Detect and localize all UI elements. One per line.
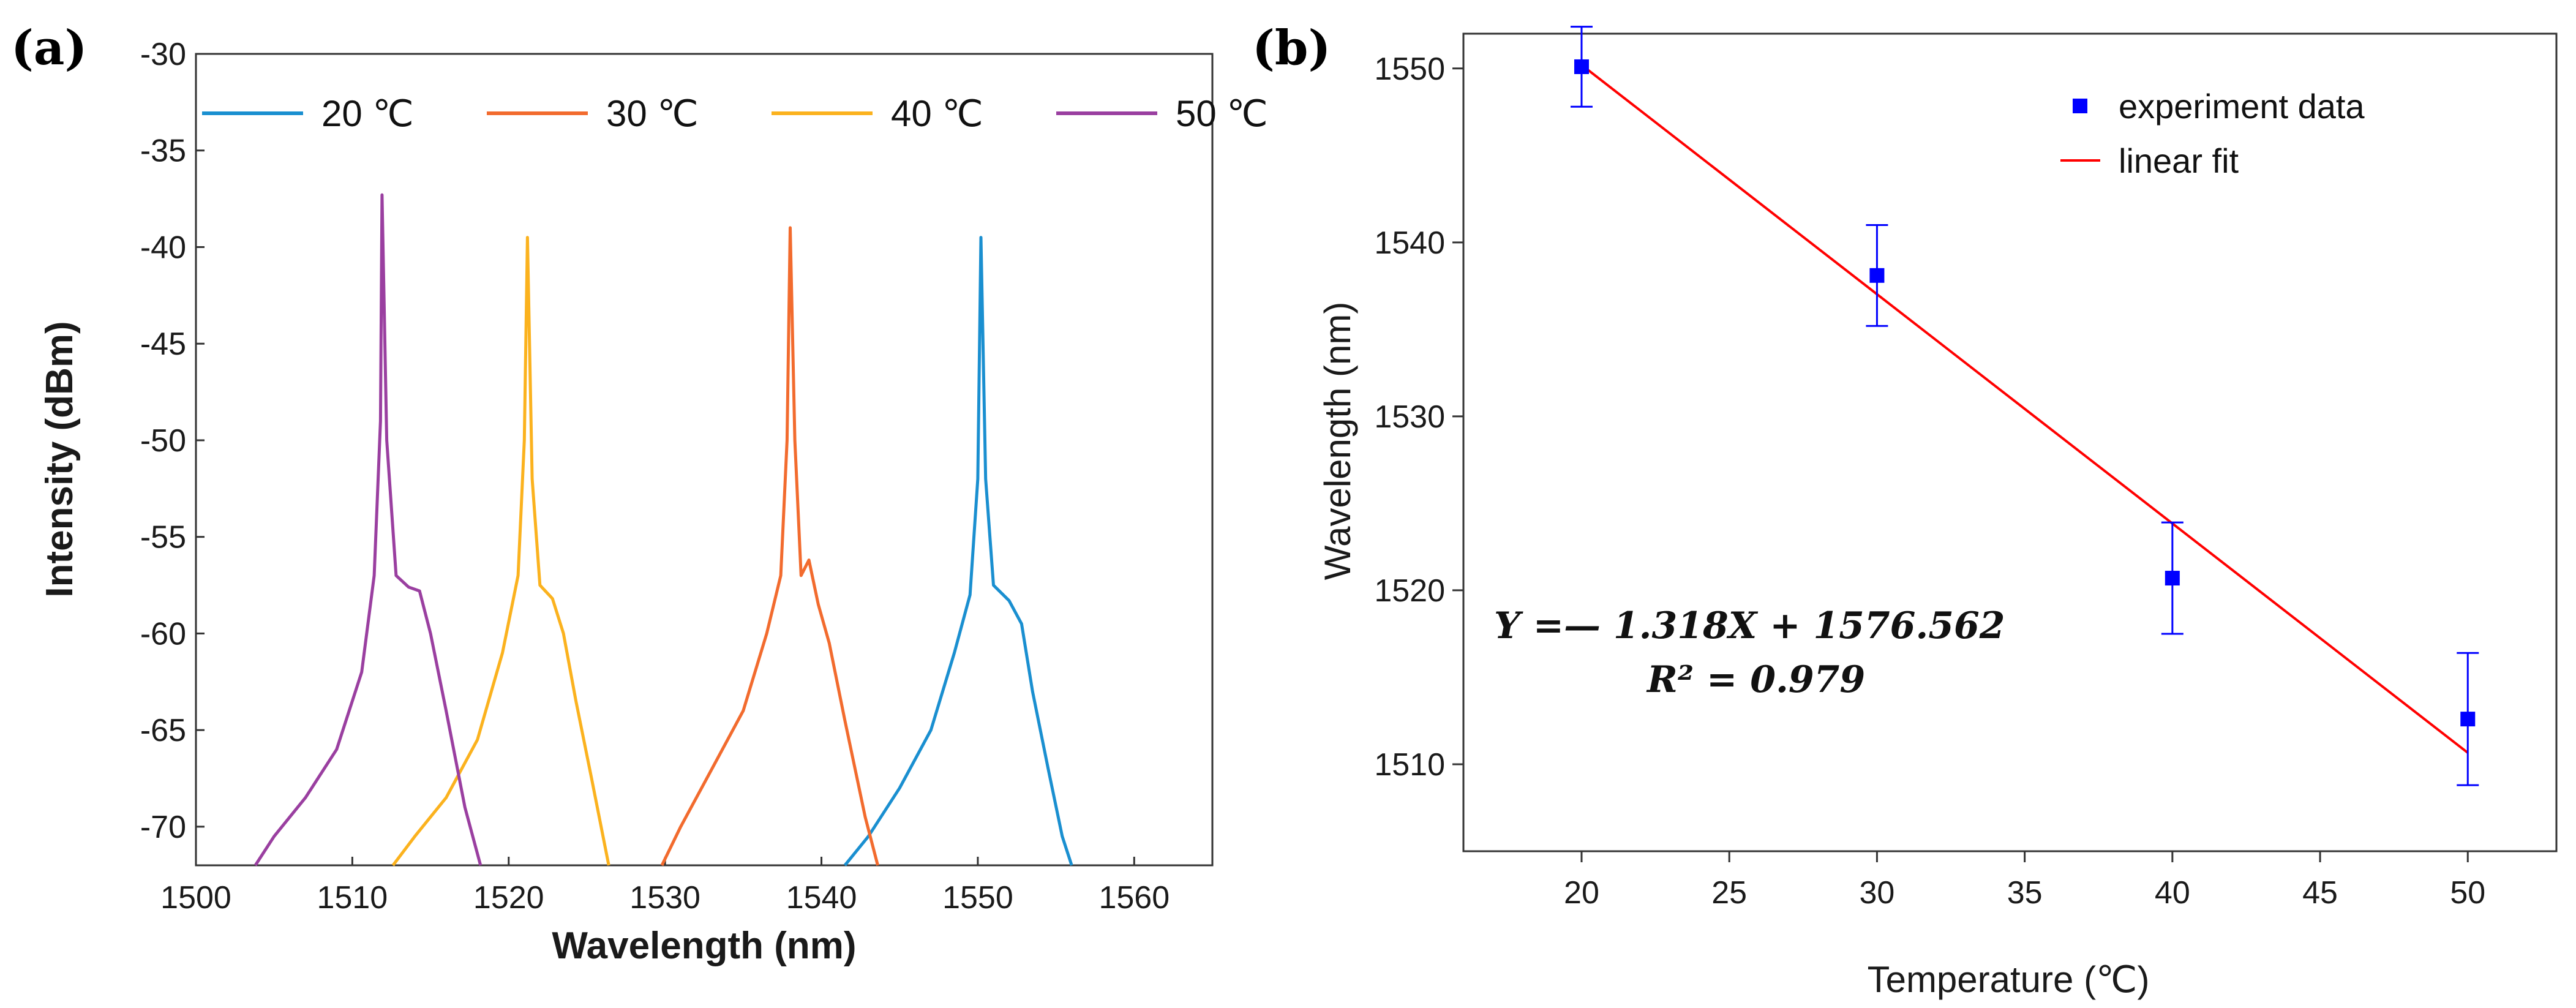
spectrum-line-1 bbox=[843, 236, 1073, 867]
y-tick-label: 1540 bbox=[1374, 225, 1445, 261]
x-tick-label: 50 bbox=[2450, 875, 2485, 911]
panel-a-label: (a) bbox=[11, 20, 87, 76]
x-tick-label: 45 bbox=[2302, 875, 2338, 911]
y-tick-label: -40 bbox=[140, 230, 186, 265]
spectrum-line-2 bbox=[660, 226, 879, 867]
plot-b-x-axis-title: Temperature (℃) bbox=[1868, 959, 2150, 1000]
spectrum-line-3 bbox=[391, 236, 610, 867]
plot-b-frame bbox=[1462, 32, 2558, 852]
y-tick-label: -70 bbox=[140, 810, 186, 845]
legend-label-1: 20 ℃ bbox=[321, 93, 414, 134]
x-tick-label: 1540 bbox=[786, 880, 857, 916]
plot-b-y-axis-title: Wavelength (nm) bbox=[1317, 302, 1358, 581]
panel-a: (a) -30 -35 -40 -45 -50 -55 -60 -65 -70 1500 1510… bbox=[11, 20, 1268, 967]
plot-a-x-ticks: 1500 1510 1520 1530 1540 1550 1560 bbox=[160, 857, 1170, 916]
x-tick-label: 40 bbox=[2155, 875, 2190, 911]
data-point bbox=[1869, 268, 1885, 283]
y-tick-label: -55 bbox=[140, 520, 186, 555]
plot-b-y-ticks: 1510 1520 1530 1540 1550 bbox=[1374, 51, 1463, 783]
plot-a-frame bbox=[195, 53, 1214, 867]
plot-a-y-ticks: -30 -35 -40 -45 -50 -55 -60 -65 -70 bbox=[140, 37, 205, 845]
plot-b-series bbox=[1570, 26, 2479, 786]
y-tick-label: 1530 bbox=[1374, 399, 1445, 435]
x-tick-label: 25 bbox=[1711, 875, 1747, 911]
panel-b-label: (b) bbox=[1252, 20, 1331, 76]
plot-b-legend: experiment data linear fit bbox=[2060, 87, 2365, 180]
spectrum-line-4 bbox=[253, 193, 483, 867]
y-tick-label: 1510 bbox=[1374, 747, 1445, 783]
data-point bbox=[2165, 571, 2180, 586]
y-tick-label: -60 bbox=[140, 616, 186, 652]
x-tick-label: 1550 bbox=[942, 880, 1013, 916]
legend-label-3: 40 ℃ bbox=[891, 93, 983, 134]
x-tick-label: 35 bbox=[2007, 875, 2043, 911]
plot-a-x-axis-title: Wavelength (nm) bbox=[552, 925, 856, 967]
plot-a-legend: 20 ℃ 30 ℃ 40 ℃ 50 ℃ bbox=[202, 93, 1268, 134]
fit-equation: Y =— 1.318X + 1576.562 bbox=[1494, 604, 2005, 647]
legend-marker-experiment bbox=[2073, 99, 2087, 113]
legend-label-4: 50 ℃ bbox=[1176, 93, 1268, 134]
y-tick-label: 1550 bbox=[1374, 51, 1445, 87]
plot-b-x-ticks: 20 25 30 35 40 45 50 bbox=[1564, 851, 2485, 911]
y-tick-label: -30 bbox=[140, 37, 186, 72]
x-tick-label: 30 bbox=[1859, 875, 1894, 911]
data-point bbox=[2460, 712, 2476, 727]
y-tick-label: -50 bbox=[140, 423, 186, 459]
legend-label-experiment: experiment data bbox=[2119, 87, 2365, 126]
fit-line bbox=[1580, 64, 2469, 754]
x-tick-label: 1500 bbox=[160, 880, 231, 916]
y-tick-label: -45 bbox=[140, 326, 186, 362]
y-tick-label: -35 bbox=[140, 134, 186, 169]
x-tick-label: 1560 bbox=[1098, 880, 1170, 916]
y-tick-label: -65 bbox=[140, 713, 186, 748]
x-tick-label: 1530 bbox=[629, 880, 700, 916]
r-squared: R² = 0.979 bbox=[1646, 658, 1865, 701]
x-tick-label: 20 bbox=[1564, 875, 1599, 911]
plot-a-series bbox=[253, 193, 1073, 867]
data-point bbox=[1574, 59, 1589, 74]
x-tick-label: 1520 bbox=[473, 880, 544, 916]
legend-label-fit: linear fit bbox=[2119, 141, 2239, 180]
x-tick-label: 1510 bbox=[317, 880, 388, 916]
y-tick-label: 1520 bbox=[1374, 573, 1445, 609]
legend-label-2: 30 ℃ bbox=[606, 93, 699, 134]
plot-a-y-axis-title: Intensity (dBm) bbox=[39, 321, 81, 597]
